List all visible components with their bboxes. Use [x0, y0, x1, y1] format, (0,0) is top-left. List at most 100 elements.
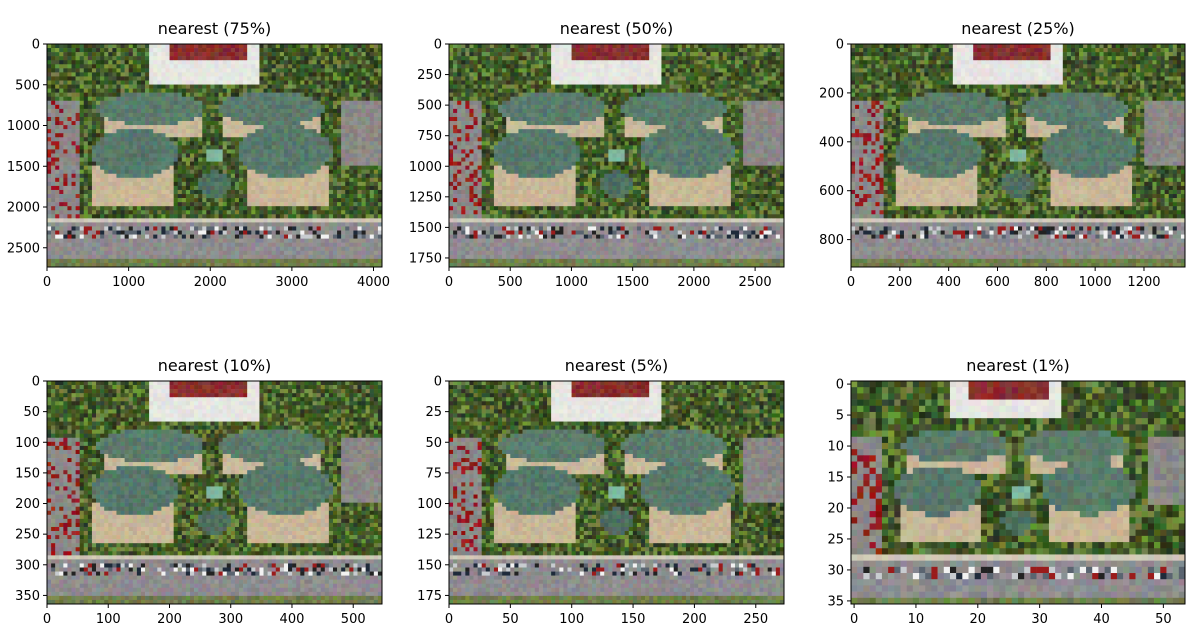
axes-frame	[46, 43, 383, 268]
image-plot	[851, 381, 1185, 604]
y-tick-label: 0	[434, 38, 442, 53]
y-tick-label: 175	[417, 589, 442, 604]
y-tick-label: 20	[827, 501, 844, 516]
y-tick-label: 35	[827, 594, 844, 609]
y-tick-label: 400	[819, 135, 844, 150]
subplot-title: nearest (75%)	[158, 19, 272, 38]
x-tick-label: 3000	[275, 275, 308, 290]
y-tick-label: 250	[417, 68, 442, 83]
subplot-3: nearest (25%) 0 200 400 600 800 1000 1200 0 200 40…	[819, 19, 1186, 290]
image-plot	[47, 44, 382, 267]
y-tick-label: 300	[15, 558, 40, 573]
x-tick-label: 500	[498, 275, 523, 290]
x-tick-label: 1000	[1079, 275, 1112, 290]
x-tick-label: 10	[908, 612, 925, 627]
y-tick-label: 2500	[7, 241, 40, 256]
x-tick-label: 30	[1031, 612, 1048, 627]
y-tick-label: 25	[827, 532, 844, 547]
subplot-4: nearest (10%) 0 100 200 300 400 500 0 50 100 150 20…	[15, 356, 383, 627]
y-tick-label: 0	[32, 375, 40, 390]
x-tick-label: 0	[847, 275, 855, 290]
image-plot	[47, 381, 382, 604]
y-tick-label: 75	[425, 466, 442, 481]
y-tick-label: 200	[819, 86, 844, 101]
y-tick-label: 50	[23, 405, 40, 420]
subplot-6: nearest (1%) 0 10 20 30 40 50 0 5 10 15 20 25 30 35	[827, 356, 1186, 627]
x-tick-label: 0	[445, 612, 453, 627]
y-tick-label: 350	[15, 589, 40, 604]
x-tick-label: 1000	[555, 275, 588, 290]
y-tick-label: 200	[15, 497, 40, 512]
y-tick-label: 600	[819, 184, 844, 199]
x-tick-label: 300	[218, 612, 243, 627]
image-plot	[851, 44, 1185, 267]
x-tick-label: 20	[970, 612, 987, 627]
x-tick-label: 50	[502, 612, 519, 627]
subplot-2: nearest (50%) 0 500 1000 1500 2000 2500 0 250 500…	[409, 19, 785, 290]
y-tick-label: 50	[425, 436, 442, 451]
y-tick-label: 0	[836, 38, 844, 53]
y-tick-label: 30	[827, 563, 844, 578]
x-tick-label: 2000	[194, 275, 227, 290]
x-tick-label: 0	[445, 275, 453, 290]
axes-frame	[850, 43, 1186, 268]
image-plot	[449, 44, 784, 267]
y-tick-label: 125	[417, 528, 442, 543]
y-tick-label: 800	[819, 233, 844, 248]
y-tick-label: 0	[32, 38, 40, 53]
y-tick-label: 100	[15, 436, 40, 451]
y-tick-label: 15	[827, 471, 844, 486]
y-tick-label: 0	[836, 378, 844, 393]
subplot-title: nearest (25%)	[961, 19, 1075, 38]
y-tick-label: 1500	[7, 160, 40, 175]
y-tick-label: 0	[434, 375, 442, 390]
x-tick-label: 1500	[616, 275, 649, 290]
axes-frame	[448, 380, 785, 605]
y-tick-label: 150	[15, 466, 40, 481]
subplot-title: nearest (5%)	[565, 356, 668, 375]
subplot-title: nearest (50%)	[560, 19, 674, 38]
axes-frame	[448, 43, 785, 268]
x-tick-label: 0	[43, 275, 51, 290]
y-tick-label: 1250	[409, 190, 442, 205]
x-tick-label: 100	[96, 612, 121, 627]
x-tick-label: 250	[743, 612, 768, 627]
x-tick-label: 0	[43, 612, 51, 627]
image-plot	[449, 381, 784, 604]
x-tick-label: 2500	[739, 275, 772, 290]
y-tick-label: 10	[827, 440, 844, 455]
x-tick-label: 800	[1034, 275, 1059, 290]
x-tick-label: 1200	[1127, 275, 1160, 290]
subplot-title: nearest (1%)	[966, 356, 1069, 375]
subplot-title: nearest (10%)	[158, 356, 272, 375]
x-tick-label: 200	[157, 612, 182, 627]
x-tick-label: 40	[1093, 612, 1110, 627]
x-tick-label: 1000	[112, 275, 145, 290]
x-tick-label: 200	[682, 612, 707, 627]
axes-frame	[850, 380, 1186, 605]
subplot-1: nearest (75%) 0 1000 2000 3000 4000 0 500 1000 15…	[7, 19, 390, 290]
axes-frame	[46, 380, 383, 605]
y-tick-label: 150	[417, 558, 442, 573]
y-tick-label: 2000	[7, 201, 40, 216]
x-tick-label: 150	[621, 612, 646, 627]
y-tick-label: 100	[417, 497, 442, 512]
x-tick-label: 400	[280, 612, 305, 627]
y-tick-label: 1750	[409, 251, 442, 266]
x-tick-label: 400	[936, 275, 961, 290]
y-tick-label: 500	[417, 99, 442, 114]
x-tick-label: 2000	[677, 275, 710, 290]
x-tick-label: 200	[887, 275, 912, 290]
y-tick-label: 1000	[7, 119, 40, 134]
subplot-5: nearest (5%) 0 50 100 150 200 250 0 25 50 75 100 125…	[417, 356, 785, 627]
y-tick-label: 1500	[409, 221, 442, 236]
y-tick-label: 25	[425, 405, 442, 420]
y-tick-label: 250	[15, 528, 40, 543]
x-tick-label: 0	[850, 612, 858, 627]
x-tick-label: 4000	[357, 275, 390, 290]
x-tick-label: 500	[341, 612, 366, 627]
y-tick-label: 5	[836, 409, 844, 424]
x-tick-label: 100	[559, 612, 584, 627]
y-tick-label: 750	[417, 129, 442, 144]
